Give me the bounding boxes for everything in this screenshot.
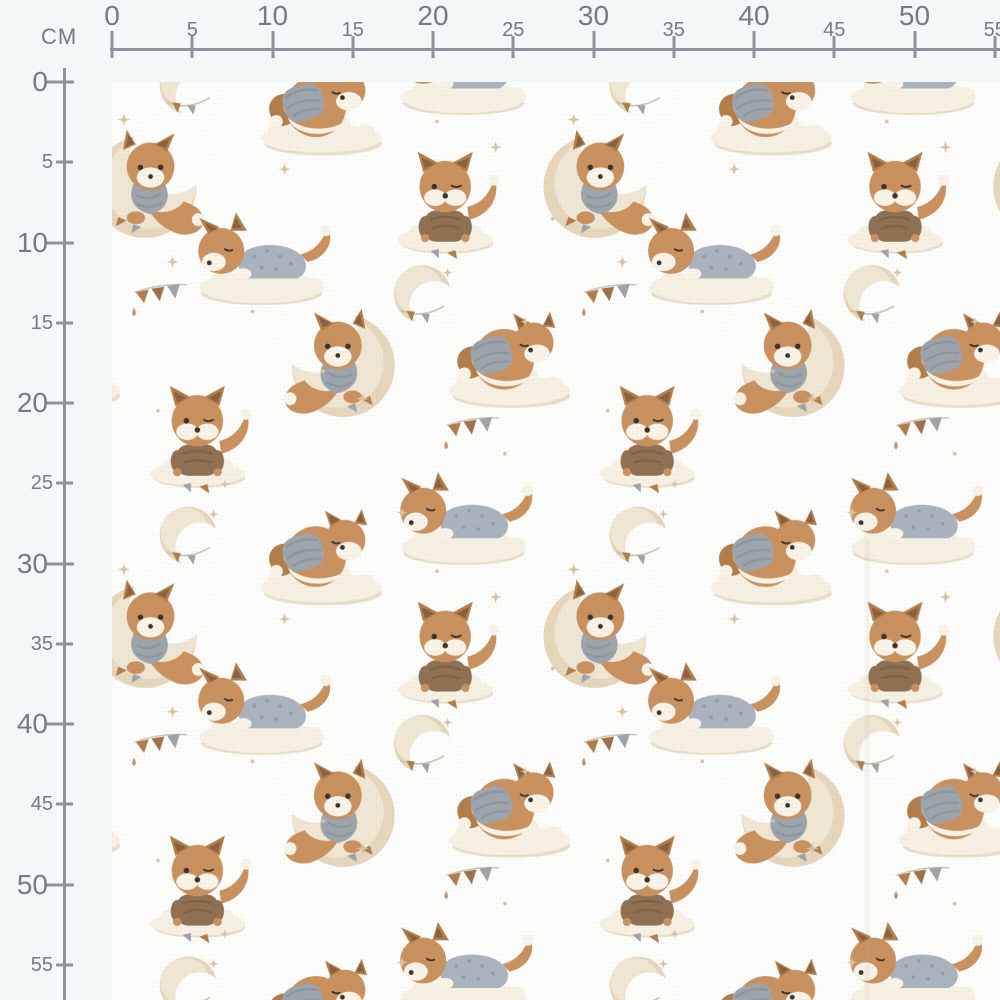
ruler-tick-label: 20 <box>417 2 448 30</box>
ruler-horizontal-line <box>110 48 1000 51</box>
ruler-tick <box>56 963 73 966</box>
ruler-tick-label: 45 <box>823 20 845 40</box>
ruler-tick-label: 15 <box>0 313 53 333</box>
ruler-tick-label: 50 <box>0 871 48 899</box>
ruler-tick <box>111 31 114 58</box>
ruler-tick-label: 40 <box>0 710 48 738</box>
ruler-tick-label: 0 <box>0 68 48 96</box>
ruler-tick <box>46 562 74 565</box>
ruler-tick-label: 30 <box>578 2 609 30</box>
ruler-tick-label: 10 <box>0 229 48 257</box>
ruler-tick <box>46 241 74 244</box>
ruler-tick <box>56 482 73 485</box>
fabric-swatch <box>112 82 1000 1000</box>
ruler-tick <box>432 31 435 58</box>
ruler-tick <box>56 642 73 645</box>
ruler-tick <box>56 803 73 806</box>
ruler-tick <box>46 402 74 405</box>
ruler-tick-label: 50 <box>899 2 930 30</box>
ruler-tick <box>753 31 756 58</box>
ruler-tick-label: 25 <box>502 20 524 40</box>
ruler-tick <box>46 723 74 726</box>
ruler-tick <box>271 31 274 58</box>
ruler-tick <box>56 161 73 164</box>
ruler-tick-label: 35 <box>663 20 685 40</box>
ruler-tick <box>46 81 74 84</box>
fabric-pattern-svg <box>112 82 1000 1000</box>
ruler-tick <box>592 31 595 58</box>
fabric-ruler-preview: CM 0 5 10 15 20 25 30 35 40 45 50 55 0 5 10 15 20 25 30 35… <box>0 0 1000 1000</box>
ruler-tick-label: 0 <box>104 2 120 30</box>
ruler-tick-label: 15 <box>342 20 364 40</box>
ruler-tick-label: 10 <box>257 2 288 30</box>
ruler-tick <box>46 883 74 886</box>
ruler-tick-label: 20 <box>0 389 48 417</box>
ruler-tick-label: 35 <box>0 634 53 654</box>
ruler-tick-label: 5 <box>0 152 53 172</box>
ruler-unit-label: CM <box>41 24 77 50</box>
ruler-tick <box>56 321 73 324</box>
ruler-tick-label: 25 <box>0 473 53 493</box>
ruler-tick-label: 45 <box>0 794 53 814</box>
ruler-tick-label: 40 <box>738 2 769 30</box>
ruler-tick-label: 55 <box>0 955 53 975</box>
ruler-tick-label: 5 <box>187 20 198 40</box>
ruler-tick <box>913 31 916 58</box>
ruler-tick-label: 55 <box>984 20 1000 40</box>
ruler-tick-label: 30 <box>0 550 48 578</box>
ruler-vertical-line <box>63 68 66 1000</box>
